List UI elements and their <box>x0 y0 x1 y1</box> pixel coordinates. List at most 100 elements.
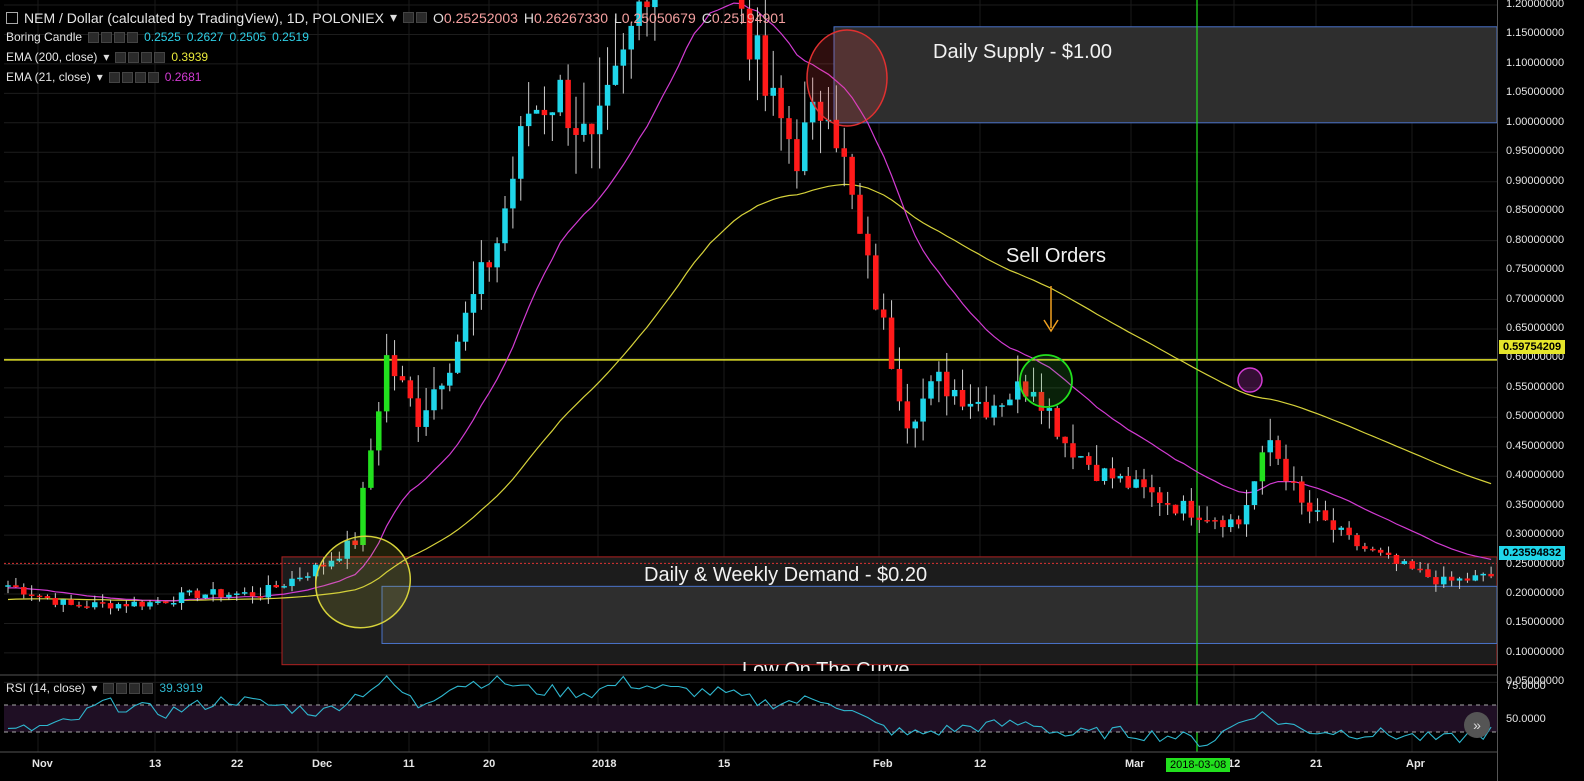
candle-body <box>297 577 303 580</box>
candle-body <box>738 0 745 9</box>
indicator-value: 0.2505 <box>229 30 267 44</box>
indicator-controls[interactable] <box>88 31 139 43</box>
indicator-ema200[interactable]: EMA (200, close) ▾ 0.3939 <box>6 50 208 64</box>
time-tick-label: Mar <box>1125 758 1145 770</box>
time-tick-label: 13 <box>149 758 162 770</box>
indicator-controls[interactable] <box>115 51 166 63</box>
curve-annotation-clip: Low On The Curve <box>600 650 1497 671</box>
time-tick-label: 12 <box>974 758 987 770</box>
candle-body <box>1030 391 1037 397</box>
candle-body <box>1472 575 1479 581</box>
chevron-down-icon[interactable]: ▾ <box>103 50 110 64</box>
candle-body <box>1417 568 1423 571</box>
candle-body <box>1338 527 1344 530</box>
candle-body <box>368 450 374 488</box>
time-tick-label: 2018 <box>592 758 617 770</box>
price-tick-label: 0.20000000 <box>1506 587 1565 599</box>
indicator-ema21[interactable]: EMA (21, close) ▾ 0.2681 <box>6 70 201 84</box>
candle-body <box>1354 535 1360 547</box>
candle-body <box>502 208 508 244</box>
candle-body <box>257 596 264 598</box>
candle-body <box>1362 546 1368 549</box>
candle-body <box>1117 475 1124 479</box>
price-axis[interactable] <box>1497 0 1584 781</box>
price-tick-label: 0.65000000 <box>1506 321 1565 334</box>
candle-body <box>92 602 98 608</box>
candle-body <box>754 35 761 60</box>
scroll-forward-button[interactable]: » <box>1464 712 1490 738</box>
collapse-icon[interactable] <box>6 11 18 24</box>
indicator-value: 0.3939 <box>171 50 209 64</box>
candle-body <box>920 398 926 422</box>
candle-body <box>470 294 477 313</box>
indicator-controls[interactable] <box>108 71 159 83</box>
candle-body <box>1101 468 1108 481</box>
candle-body <box>857 194 863 234</box>
candle-body <box>226 594 232 598</box>
candle-body <box>510 178 516 209</box>
candle-body <box>518 126 524 179</box>
price-tick-label: 1.15000000 <box>1506 27 1565 40</box>
candle-body <box>936 371 942 382</box>
candle-body <box>415 398 421 427</box>
candle-body <box>107 603 114 609</box>
sell-orders-annotation: Sell Orders <box>1006 245 1107 267</box>
candle-body <box>1251 481 1258 506</box>
candle-body <box>573 128 579 135</box>
legend-controls[interactable] <box>403 12 428 23</box>
supply-zone <box>833 26 1498 124</box>
price-tick-label: 0.30000000 <box>1506 528 1565 541</box>
demand-zone <box>381 585 1498 644</box>
chevron-down-icon[interactable]: ▾ <box>390 9 398 25</box>
candle-body <box>281 586 287 588</box>
candle-body <box>344 540 350 559</box>
time-tick-label: 15 <box>718 758 731 770</box>
rsi-band <box>4 705 1497 732</box>
candle-body <box>589 123 595 135</box>
candle-body <box>620 49 627 66</box>
candle-body <box>218 589 224 598</box>
candle-body <box>163 601 169 604</box>
symbol-legend[interactable]: NEM / Dollar (calculated by TradingView)… <box>6 9 786 26</box>
rsi-tick: 50.0000 <box>1506 713 1546 725</box>
candle-body <box>944 371 950 397</box>
time-tick-label: 21 <box>1310 758 1323 770</box>
indicator-name: Boring Candle <box>6 30 83 44</box>
indicator-name: EMA (21, close) <box>6 70 91 84</box>
candle-body <box>1070 443 1076 458</box>
indicator-boring-candle[interactable]: Boring Candle 0.2525 0.2627 0.2505 0.251… <box>6 30 309 44</box>
candle-body <box>1125 475 1131 488</box>
candle-body <box>865 233 871 256</box>
demand-circle <box>314 535 412 629</box>
candle-body <box>652 0 658 8</box>
candle-body <box>557 79 563 113</box>
candle-body <box>817 101 824 121</box>
candle-body <box>525 113 532 127</box>
candle-body <box>123 604 130 607</box>
chevron-down-icon[interactable]: ▾ <box>96 70 103 84</box>
candle-body <box>210 589 216 595</box>
candle-body <box>1157 492 1163 504</box>
candle-body <box>880 309 887 318</box>
candle-body <box>904 401 911 429</box>
indicator-controls[interactable] <box>103 682 154 694</box>
indicator-value: 0.2525 <box>144 30 181 44</box>
candle-body <box>454 341 461 373</box>
chevron-down-icon[interactable]: ▾ <box>91 681 98 695</box>
candle-body <box>312 564 319 577</box>
price-tick-label: 0.90000000 <box>1506 174 1565 187</box>
rsi-legend[interactable]: RSI (14, close) ▾ 39.3919 <box>6 681 203 695</box>
ohlc-close: C0.25194901 <box>701 9 786 26</box>
candle-body <box>399 376 406 381</box>
candle-body <box>320 564 327 567</box>
spike-circle <box>1237 367 1263 393</box>
candle-body <box>147 602 153 607</box>
candle-body <box>1259 452 1266 482</box>
price-tick-label: 0.45000000 <box>1506 439 1565 452</box>
candle-body <box>778 87 784 119</box>
candle-body <box>644 1 650 8</box>
price-tick-label: 0.95000000 <box>1506 145 1565 158</box>
candle-body <box>115 604 122 609</box>
